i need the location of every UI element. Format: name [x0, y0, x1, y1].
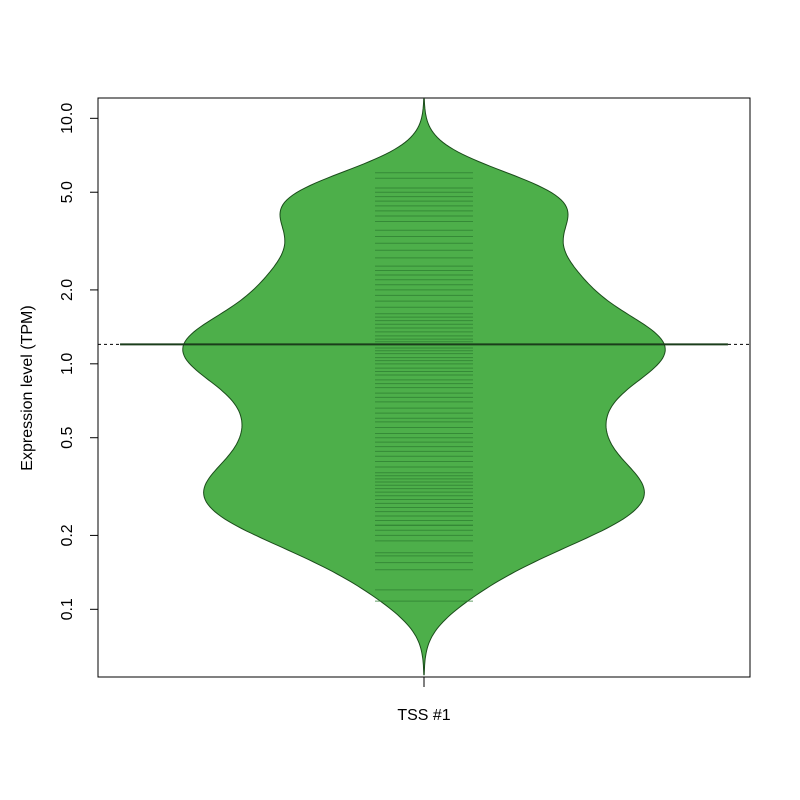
y-tick-label: 0.1	[59, 598, 76, 620]
y-tick-label: 5.0	[59, 181, 76, 203]
y-tick-label: 0.5	[59, 426, 76, 448]
bean	[182, 98, 666, 676]
plot-frame	[97, 97, 751, 678]
x-tick-label: TSS #1	[397, 707, 450, 724]
y-tick-label: 2.0	[59, 279, 76, 301]
y-tick-label: 0.2	[59, 524, 76, 546]
y-tick-label: 10.0	[59, 103, 76, 134]
y-axis-label: Expression level (TPM)	[19, 305, 36, 470]
y-tick-label: 1.0	[59, 353, 76, 375]
